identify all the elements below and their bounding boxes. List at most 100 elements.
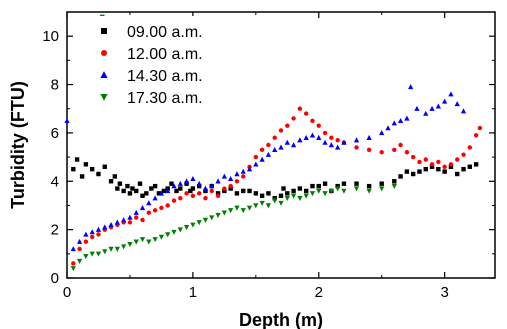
legend-label: 12.00 a.m. bbox=[127, 46, 203, 63]
data-point bbox=[215, 212, 221, 218]
data-point bbox=[253, 154, 259, 160]
data-point bbox=[108, 179, 114, 184]
data-point bbox=[190, 186, 196, 191]
data-point bbox=[222, 188, 227, 194]
data-point bbox=[83, 162, 89, 167]
data-point bbox=[96, 232, 101, 237]
data-point bbox=[184, 191, 189, 196]
data-point bbox=[429, 164, 435, 169]
data-point bbox=[156, 191, 162, 196]
data-point bbox=[188, 188, 193, 194]
data-point bbox=[202, 185, 209, 191]
data-point bbox=[234, 205, 240, 211]
data-point bbox=[121, 188, 126, 194]
data-point bbox=[285, 191, 290, 196]
data-point bbox=[115, 186, 120, 191]
data-point bbox=[74, 157, 80, 162]
data-point bbox=[379, 186, 385, 192]
data-point bbox=[423, 110, 429, 116]
data-point bbox=[146, 239, 152, 245]
data-point bbox=[448, 91, 454, 97]
data-point bbox=[467, 164, 473, 169]
data-point bbox=[423, 157, 428, 162]
data-point bbox=[316, 134, 322, 140]
data-point bbox=[196, 180, 202, 186]
data-point bbox=[454, 101, 460, 107]
data-point bbox=[134, 188, 139, 194]
data-point bbox=[303, 134, 309, 140]
y-tick-label: 6 bbox=[51, 125, 59, 142]
data-point bbox=[266, 142, 271, 148]
legend-label: 17.30 a.m. bbox=[127, 90, 203, 107]
data-point bbox=[190, 222, 196, 228]
data-point bbox=[322, 181, 328, 186]
data-point bbox=[234, 179, 240, 184]
data-point bbox=[423, 166, 428, 172]
data-point bbox=[71, 261, 76, 266]
data-point bbox=[259, 193, 265, 198]
data-point bbox=[455, 171, 460, 177]
data-point bbox=[291, 116, 296, 121]
data-point bbox=[366, 183, 372, 189]
data-points bbox=[64, 14, 483, 272]
data-point bbox=[392, 147, 397, 153]
data-point bbox=[159, 205, 164, 211]
data-point bbox=[328, 188, 334, 194]
data-point bbox=[285, 123, 290, 128]
data-point bbox=[303, 111, 309, 116]
data-point bbox=[209, 188, 214, 194]
data-point bbox=[171, 183, 177, 189]
data-point bbox=[397, 117, 404, 124]
data-point bbox=[209, 183, 215, 189]
data-point bbox=[442, 169, 447, 174]
data-point bbox=[436, 166, 441, 172]
x-axis-title: Depth (m) bbox=[239, 310, 323, 329]
data-point bbox=[228, 183, 233, 189]
data-point bbox=[414, 105, 420, 111]
data-point bbox=[165, 188, 171, 194]
data-point bbox=[183, 178, 190, 184]
data-point bbox=[134, 215, 139, 220]
data-point bbox=[127, 191, 133, 196]
data-point bbox=[322, 191, 328, 197]
data-point bbox=[272, 196, 277, 201]
data-point bbox=[102, 164, 107, 169]
data-point bbox=[140, 217, 145, 223]
series-4 bbox=[70, 14, 397, 272]
data-point bbox=[125, 183, 130, 189]
data-point bbox=[83, 254, 89, 260]
legend-marker bbox=[100, 71, 108, 78]
data-point bbox=[102, 249, 108, 255]
data-point bbox=[234, 171, 240, 177]
data-point bbox=[144, 191, 149, 196]
data-point bbox=[70, 246, 76, 252]
data-point bbox=[408, 84, 414, 90]
data-point bbox=[152, 237, 158, 243]
data-point bbox=[290, 142, 297, 148]
data-point bbox=[354, 145, 359, 150]
data-point bbox=[284, 139, 290, 145]
data-point bbox=[259, 156, 265, 162]
data-point bbox=[259, 200, 265, 206]
data-point bbox=[196, 183, 202, 189]
plot-frame bbox=[66, 11, 496, 279]
data-point bbox=[190, 175, 196, 182]
data-point bbox=[228, 175, 234, 182]
data-point bbox=[240, 208, 246, 214]
data-point bbox=[404, 115, 410, 121]
data-point bbox=[203, 196, 208, 201]
y-tick-label: 10 bbox=[42, 28, 59, 45]
data-point bbox=[96, 171, 101, 177]
x-tick-label: 3 bbox=[440, 284, 448, 301]
y-tick-label: 2 bbox=[51, 222, 59, 239]
data-point bbox=[316, 183, 321, 189]
data-point bbox=[322, 130, 328, 136]
data-point bbox=[121, 217, 127, 223]
data-point bbox=[139, 205, 146, 211]
data-point bbox=[133, 209, 139, 215]
data-point bbox=[152, 183, 158, 189]
data-point bbox=[353, 137, 360, 143]
data-point bbox=[152, 195, 158, 201]
data-point bbox=[410, 171, 416, 177]
